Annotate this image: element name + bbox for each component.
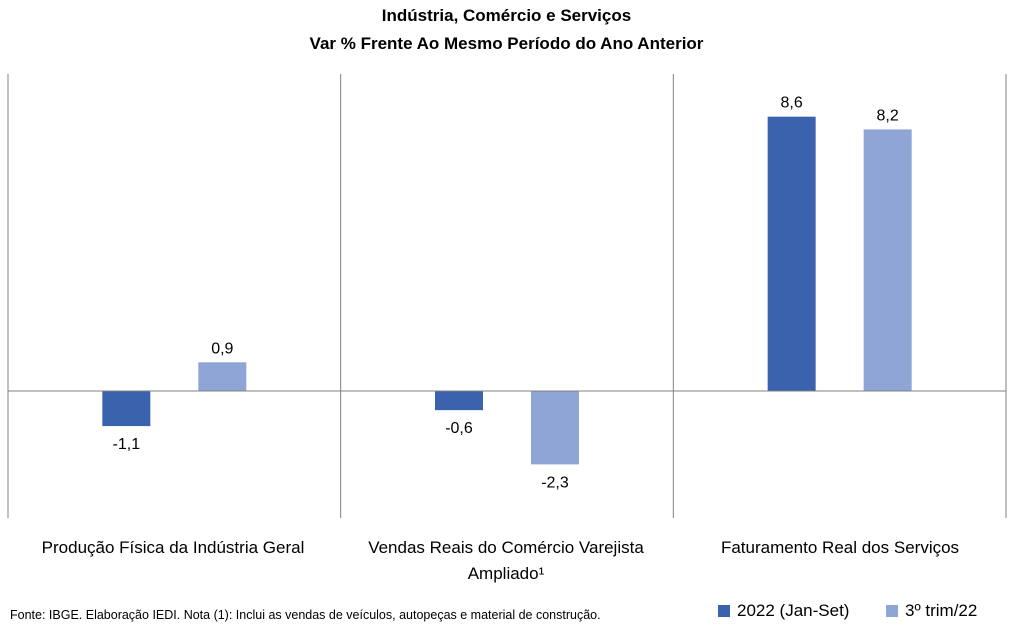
chart-subtitle: Var % Frente Ao Mesmo Período do Ano Ant… [309,34,704,53]
legend-item-series-2: 3º trim/22 [886,601,977,621]
bar [531,391,579,465]
legend-label: 3º trim/22 [905,601,978,620]
category-label-servicos: Faturamento Real dos Serviços [720,538,960,557]
bar [767,116,816,391]
bar [102,391,151,427]
legend-swatch [718,605,730,617]
data-label: 8,2 [877,107,899,124]
legend-swatch [886,605,898,617]
data-label: -1,1 [113,436,141,453]
data-label: 0,9 [211,340,233,357]
data-label: 8,6 [781,95,803,112]
data-label: -0,6 [445,420,473,437]
category-label-comercio: Vendas Reais do Comércio Varejista Ampli… [368,538,644,583]
legend-label: 2022 (Jan-Set) [737,601,850,620]
legend-item-series-1: 2022 (Jan-Set) [718,601,849,621]
source-footnote: Fonte: IBGE. Elaboração IEDI. Nota (1): … [10,608,601,622]
bar [863,129,912,392]
data-label: -2,3 [541,474,569,491]
category-label-industria: Produção Física da Indústria Geral [41,538,305,557]
bar [435,391,483,411]
bar [198,362,247,391]
chart-title: Indústria, Comércio e Serviços [381,6,632,25]
